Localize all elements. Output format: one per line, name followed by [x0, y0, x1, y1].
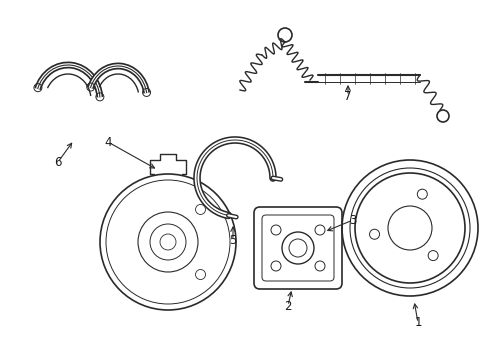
Text: 7: 7 — [344, 90, 351, 103]
Text: 3: 3 — [348, 213, 356, 226]
Text: 1: 1 — [413, 316, 421, 329]
Text: 4: 4 — [104, 135, 112, 149]
Text: 6: 6 — [54, 156, 61, 168]
Text: 2: 2 — [284, 300, 291, 312]
Text: 5: 5 — [229, 234, 236, 247]
